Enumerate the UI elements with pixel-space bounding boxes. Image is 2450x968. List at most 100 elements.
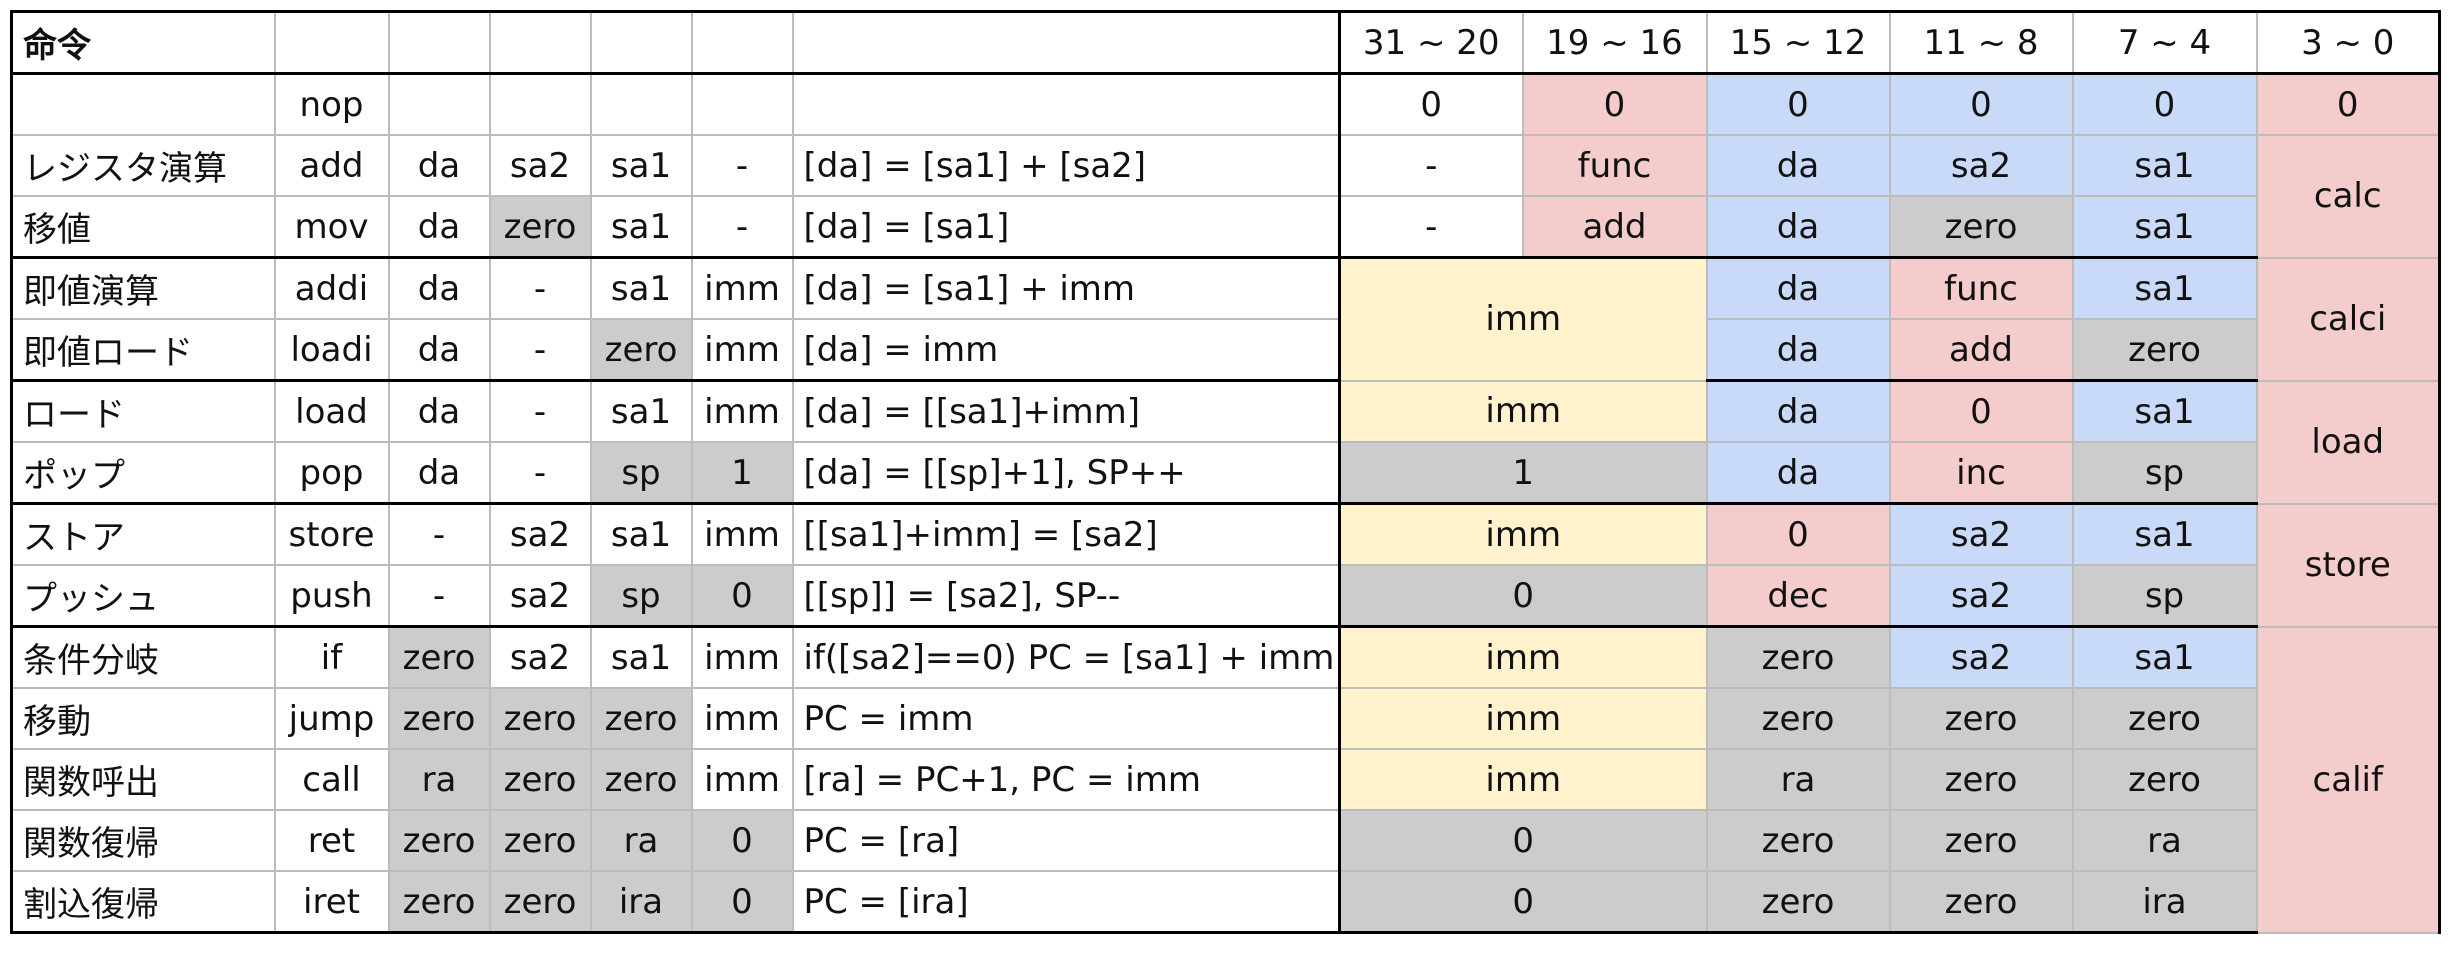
field-19-16: add [1521,195,1708,259]
operand-cell: zero [488,195,592,259]
field-7-4: zero [2071,318,2258,382]
table-row: 即値演算 addi da - sa1 imm [da] = [sa1] + im… [10,256,2441,382]
mnemonic: load [273,379,390,443]
field-15-12: zero [1705,687,1891,750]
operand-cell: imm [690,256,794,320]
table-row: 移値 mov da zero sa1 - [da] = [sa1] - add … [10,195,2440,259]
operand-cell: imm [690,502,794,566]
operand-cell: sa1 [589,625,693,689]
operand-cell [387,72,491,136]
semantics: PC = [ra] [791,809,1341,872]
table-row: プッシュ push - sa2 sp 0 [[sp]] = [sa2], SP-… [10,564,2440,628]
field-11-8: 0 [1888,72,2074,136]
field-11-8: add [1888,318,2074,382]
operand-cell: da [387,379,491,443]
field-15-12: zero [1705,870,1891,934]
operand-cell: sa2 [488,625,592,689]
operand-cell: - [690,195,794,259]
operand-cell: ira [589,870,693,934]
field-31-16: 0 [1338,809,1708,872]
operand-cell: da [387,195,491,259]
operand-cell: 0 [690,564,794,628]
operand-cell: - [387,564,491,628]
table-row: ロード load da - sa1 imm [da] = [[sa1]+imm]… [10,379,2441,505]
instr-name: プッシュ [10,564,276,628]
field-7-4: zero [2071,687,2258,750]
instr-name: 関数復帰 [10,809,276,872]
mnemonic: pop [273,441,390,505]
field-11-8: sa2 [1888,134,2074,197]
semantics: [da] = [sa1] [791,195,1341,259]
field-15-12: da [1705,318,1891,382]
operand-cell: 1 [690,441,794,505]
field-31-16: imm [1338,502,1708,566]
field-7-4: sa1 [2071,256,2258,320]
operand-cell: sa1 [589,195,693,259]
instr-name [10,72,276,136]
operand-cell: - [690,134,794,197]
field-15-12: ra [1705,748,1891,811]
header-empty [273,10,390,75]
table-row: 移動 jump zero zero zero imm PC = imm imm … [10,687,2440,750]
field-3-0: 0 [2255,72,2441,136]
field-31-16: imm [1338,256,1708,382]
field-7-4: ira [2071,870,2258,934]
field-7-4: zero [2071,748,2258,811]
operand-cell: - [488,256,592,320]
field-11-8: inc [1888,441,2074,505]
instr-name: ロード [10,379,276,443]
operand-cell: imm [690,687,794,750]
instr-name: 即値ロード [10,318,276,382]
operand-cell: zero [589,748,693,811]
field-11-8: sa2 [1888,625,2074,689]
instr-name: 即値演算 [10,256,276,320]
operand-cell: sa1 [589,379,693,443]
mnemonic: push [273,564,390,628]
field-31-16: 0 [1338,870,1708,934]
field-11-8: zero [1888,809,2074,872]
field-7-4: sp [2071,564,2258,628]
header-empty [791,10,1341,75]
operand-cell: zero [589,687,693,750]
semantics: if([sa2]==0) PC = [sa1] + imm [791,625,1341,689]
mnemonic: if [273,625,390,689]
field-15-12: zero [1705,625,1891,689]
operand-cell: da [387,256,491,320]
field-31-16: imm [1338,687,1708,750]
header-empty [690,10,794,75]
field-3-0: load [2255,379,2441,505]
field-31-20: - [1338,134,1524,197]
field-19-16: 0 [1521,72,1708,136]
operand-cell: sa1 [589,134,693,197]
field-31-20: - [1338,195,1524,259]
operand-cell: - [488,441,592,505]
header-bits-7-4: 7 ~ 4 [2071,10,2258,75]
operand-cell: imm [690,625,794,689]
operand-cell: - [387,502,491,566]
operand-cell: 0 [690,809,794,872]
field-7-4: 0 [2071,72,2258,136]
operand-cell: zero [387,625,491,689]
header-empty [387,10,491,75]
field-7-4: sa1 [2071,195,2258,259]
operand-cell: sa2 [488,564,592,628]
field-31-16: 0 [1338,564,1708,628]
operand-cell: - [488,379,592,443]
field-15-12: zero [1705,809,1891,872]
operand-cell: zero [387,687,491,750]
field-7-4: ra [2071,809,2258,872]
table-row: ストア store - sa2 sa1 imm [[sa1]+imm] = [s… [10,502,2441,628]
operand-cell: sa2 [488,502,592,566]
field-31-16: imm [1338,748,1708,811]
operand-cell: sa1 [589,256,693,320]
operand-cell: sa1 [589,502,693,566]
field-11-8: sa2 [1888,564,2074,628]
field-7-4: sp [2071,441,2258,505]
header-bits-19-16: 19 ~ 16 [1521,10,1708,75]
mnemonic: addi [273,256,390,320]
instr-name: レジスタ演算 [10,134,276,197]
operand-cell: zero [488,870,592,934]
field-7-4: sa1 [2071,625,2258,689]
field-7-4: sa1 [2071,502,2258,566]
operand-cell: zero [488,748,592,811]
